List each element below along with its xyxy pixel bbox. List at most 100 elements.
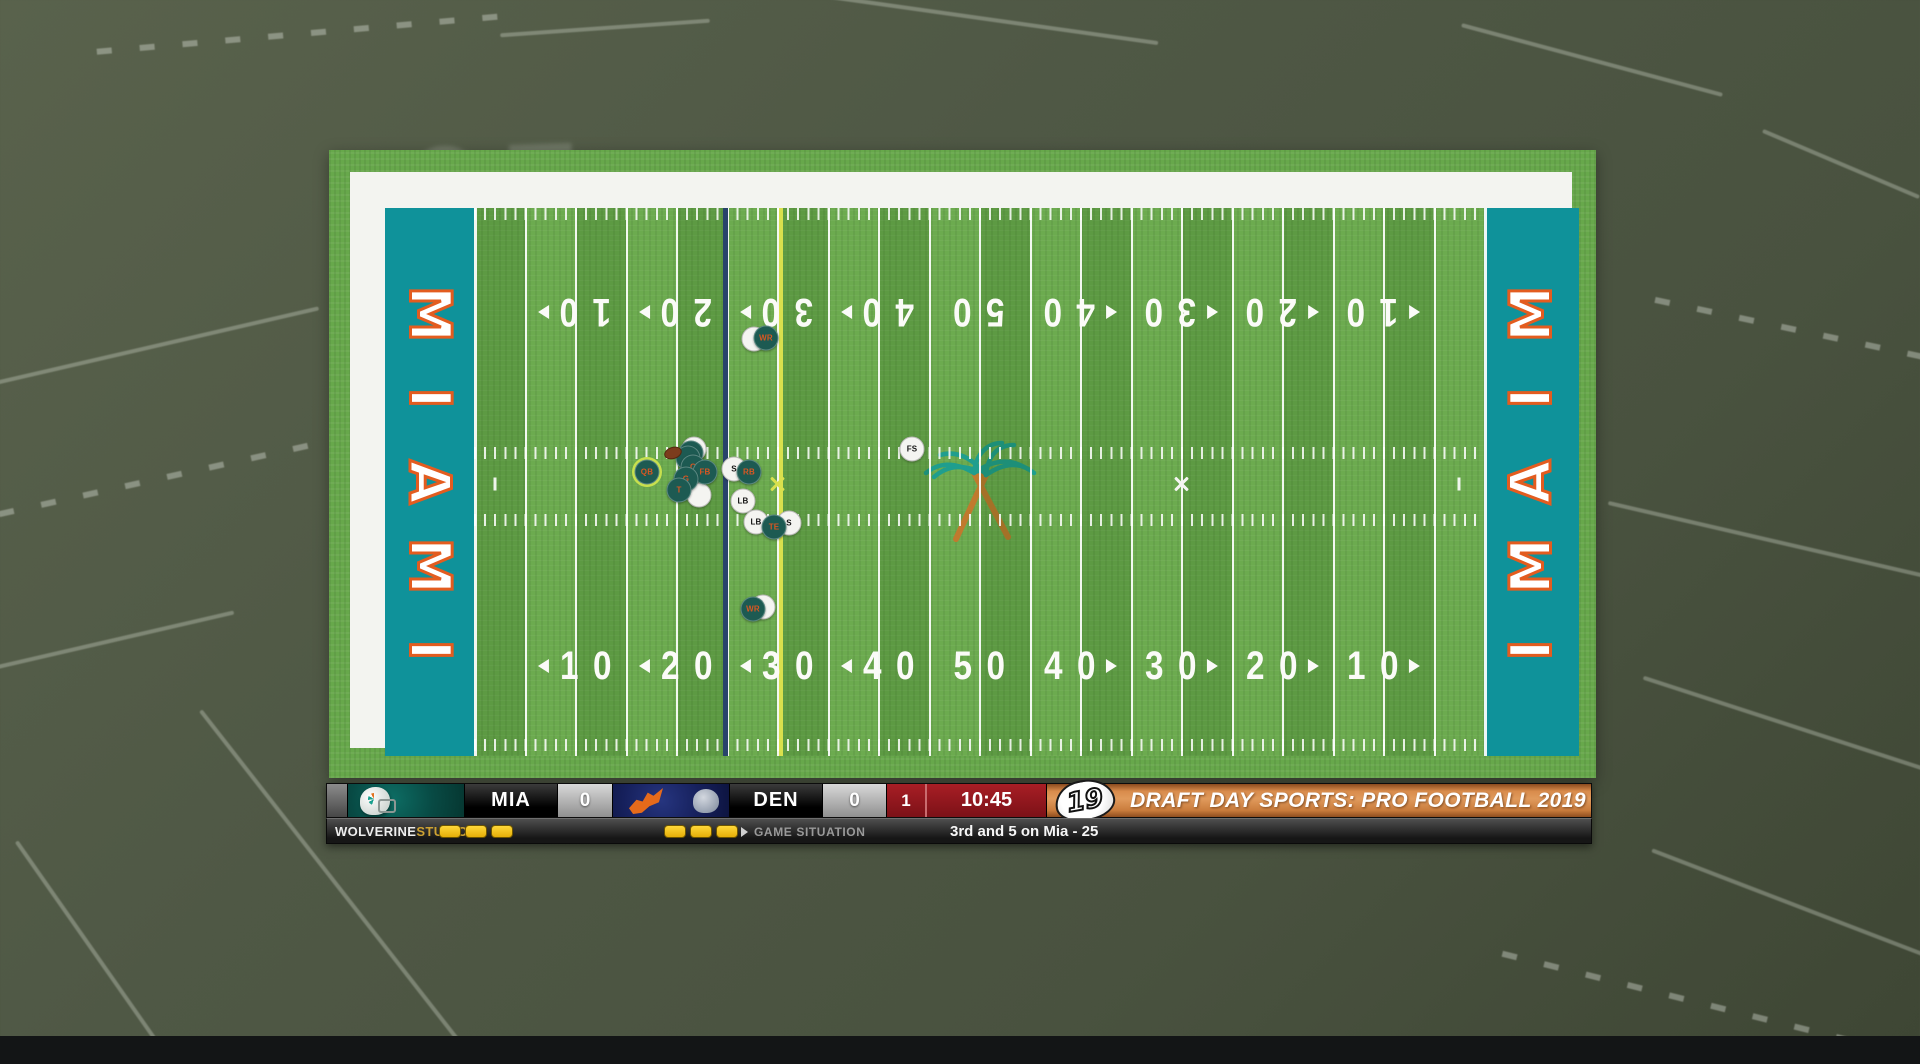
timeout-pill — [664, 825, 686, 838]
field-stripe — [1080, 208, 1131, 756]
player-offense: RB — [736, 459, 762, 485]
bg-yardline — [1651, 848, 1920, 960]
goal-direction-arrow — [840, 659, 852, 673]
miami-helmet-photo — [347, 784, 464, 817]
end-zone-letter: I — [395, 638, 464, 662]
yard-line — [575, 208, 577, 756]
yard-line — [474, 208, 477, 756]
yard-line — [979, 208, 981, 756]
yard-line — [1029, 208, 1032, 756]
bg-bottom-strip — [0, 1036, 1920, 1064]
yard-line — [878, 208, 880, 756]
scoreboard-bottom-row: WOLVERINESTUDIOS GAME SITUATION 3rd and … — [326, 818, 1592, 844]
player-defense: FS — [899, 436, 925, 462]
scoreboard: MIA 0 DEN 0 1 10:45 19 DRAFT DAY SPORTS:… — [326, 775, 1592, 844]
scoreboard-main-row: MIA 0 DEN 0 1 10:45 19 DRAFT DAY SPORTS:… — [326, 775, 1592, 826]
logo-19-text: 19 — [1064, 782, 1107, 820]
game-clock: 10:45 — [925, 784, 1046, 817]
bg-yardline — [1642, 675, 1920, 773]
timeout-pills-home — [439, 825, 513, 838]
yard-line — [625, 208, 628, 756]
bg-hashmarks — [96, 11, 526, 55]
timeout-pills-away — [664, 825, 738, 838]
bg-yardline — [0, 306, 320, 386]
game-situation-toggle[interactable]: GAME SITUATION — [741, 825, 866, 839]
goal-direction-arrow — [1409, 305, 1421, 319]
away-team-score: 0 — [822, 784, 886, 817]
goal-direction-arrow — [1106, 659, 1118, 673]
field-stripe — [777, 208, 828, 756]
timeout-pill — [439, 825, 461, 838]
goal-direction-arrow — [840, 305, 852, 319]
game-situation-label: GAME SITUATION — [754, 825, 866, 839]
bronco-logo-icon — [629, 788, 663, 814]
field-stripe — [878, 208, 929, 756]
field-stripe — [1383, 208, 1434, 756]
goal-direction-arrow — [1207, 305, 1219, 319]
field-stripe — [979, 208, 1030, 756]
end-zone-letter: A — [1497, 458, 1566, 505]
end-zone-letter: I — [1497, 386, 1566, 410]
goal-direction-arrow — [1106, 305, 1118, 319]
away-team-abbr: DEN — [729, 784, 822, 817]
goal-direction-arrow — [638, 659, 650, 673]
sideline-tick — [1457, 477, 1461, 491]
end-zone-letter: I — [1497, 638, 1566, 662]
yard-line — [1282, 208, 1284, 756]
goal-direction-arrow — [1409, 659, 1421, 673]
end-zone-letter: M — [395, 536, 464, 596]
title-banner: 19 DRAFT DAY SPORTS: PRO FOOTBALL 2019 — [1046, 775, 1591, 826]
field-x-mark — [768, 475, 786, 493]
inbound-hashmarks-upper — [474, 447, 1484, 459]
goal-direction-arrow — [638, 305, 650, 319]
yard-line — [1383, 208, 1385, 756]
miami-helmet-icon — [360, 787, 396, 815]
goal-direction-arrow — [1308, 659, 1320, 673]
goal-direction-arrow — [537, 659, 549, 673]
bg-yardline — [0, 610, 235, 670]
player-offense: WR — [740, 596, 766, 622]
player-defense: LB — [730, 488, 756, 514]
end-zone-letter: M — [1497, 536, 1566, 596]
yard-line — [827, 208, 830, 756]
sideline-hashmarks-bottom — [474, 739, 1484, 751]
home-team-abbr: MIA — [464, 784, 557, 817]
